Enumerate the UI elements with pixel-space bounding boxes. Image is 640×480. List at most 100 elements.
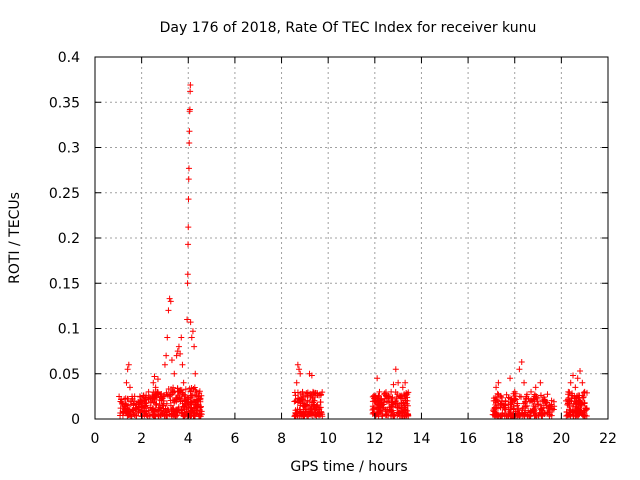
data-point	[567, 413, 574, 420]
data-point	[195, 402, 202, 409]
data-point	[308, 372, 315, 379]
data-point	[185, 165, 192, 172]
data-point	[194, 397, 201, 404]
data-point	[118, 399, 125, 406]
data-point	[122, 403, 129, 410]
data-point	[174, 406, 181, 413]
data-point	[163, 400, 170, 407]
data-point	[168, 357, 175, 364]
data-point	[179, 361, 186, 368]
data-point	[313, 413, 320, 420]
data-point	[300, 393, 307, 400]
data-point	[152, 394, 159, 401]
data-point	[181, 404, 188, 411]
data-point	[166, 295, 173, 302]
data-point	[389, 394, 396, 401]
data-point	[173, 407, 180, 414]
data-point	[493, 411, 500, 418]
data-point	[174, 385, 181, 392]
data-point	[126, 384, 133, 391]
data-point	[495, 379, 502, 386]
y-tick-label: 0.05	[49, 367, 80, 383]
y-tick-label: 0.15	[49, 276, 80, 292]
data-point	[583, 406, 590, 413]
x-tick-label: 16	[459, 431, 477, 447]
data-point	[580, 394, 587, 401]
data-point	[192, 401, 199, 408]
data-point	[581, 388, 588, 395]
data-point	[186, 106, 193, 113]
data-point	[182, 397, 189, 404]
data-point	[392, 366, 399, 373]
data-point	[537, 409, 544, 416]
x-tick-label: 20	[552, 431, 570, 447]
data-point	[128, 397, 135, 404]
data-points	[116, 82, 590, 420]
data-point	[379, 413, 386, 420]
data-point	[184, 271, 191, 278]
data-point	[299, 388, 306, 395]
data-point	[154, 411, 161, 418]
data-point	[391, 412, 398, 419]
x-axis-label: GPS time / hours	[290, 459, 407, 475]
data-point	[293, 410, 300, 417]
data-point	[160, 397, 167, 404]
data-point	[496, 412, 503, 419]
data-point	[131, 411, 138, 418]
data-point	[318, 408, 325, 415]
data-point	[173, 352, 180, 359]
x-tick-label: 2	[137, 431, 146, 447]
data-point	[163, 352, 170, 359]
data-point	[572, 384, 579, 391]
data-point	[494, 390, 501, 397]
data-point	[522, 396, 529, 403]
data-point	[503, 391, 510, 398]
data-point	[516, 366, 523, 373]
data-point	[301, 397, 308, 404]
data-point	[373, 404, 380, 411]
data-point	[493, 384, 500, 391]
data-point	[123, 379, 130, 386]
data-point	[398, 400, 405, 407]
y-tick-label: 0.1	[58, 322, 80, 338]
data-point	[145, 388, 152, 395]
data-point	[577, 368, 584, 375]
data-point	[374, 375, 381, 382]
data-point	[497, 400, 504, 407]
data-point	[181, 403, 188, 410]
data-point	[566, 406, 573, 413]
data-point	[185, 176, 192, 183]
y-tick-label: 0	[71, 412, 80, 428]
data-point	[317, 399, 324, 406]
data-point	[382, 392, 389, 399]
data-point	[144, 413, 151, 420]
data-point	[296, 366, 303, 373]
data-point	[542, 399, 549, 406]
data-point	[197, 396, 204, 403]
data-point	[310, 388, 317, 395]
data-point	[396, 410, 403, 417]
y-tick-label: 0.25	[49, 186, 80, 202]
data-point	[185, 224, 192, 231]
data-point	[131, 393, 138, 400]
data-point	[372, 398, 379, 405]
data-point	[128, 413, 135, 420]
data-point	[153, 390, 160, 397]
data-point	[304, 402, 311, 409]
data-point	[188, 408, 195, 415]
data-point	[526, 398, 533, 405]
data-point	[175, 404, 182, 411]
data-point	[528, 388, 535, 395]
data-point	[178, 334, 185, 341]
data-point	[176, 388, 183, 395]
data-point	[293, 379, 300, 386]
data-point	[518, 358, 525, 365]
data-point	[405, 412, 412, 419]
data-point	[376, 388, 383, 395]
data-point	[388, 388, 395, 395]
data-point	[568, 392, 575, 399]
data-point	[185, 396, 192, 403]
data-point	[544, 409, 551, 416]
data-point	[522, 409, 529, 416]
data-point	[119, 408, 126, 415]
